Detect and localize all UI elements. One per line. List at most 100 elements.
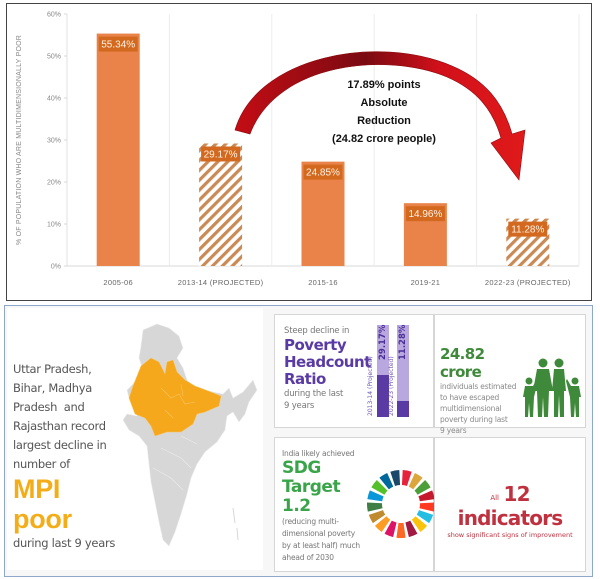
x-tick-label: 2013-14 (PROJECTED) <box>178 278 264 287</box>
sdg-wheel-segment <box>367 490 384 502</box>
crore-desc-line: to have escaped <box>440 393 500 402</box>
bar-group: 11.28% <box>506 218 550 266</box>
sdg-target-card: India likely achieved SDG Target 1.2 (re… <box>274 437 436 572</box>
data-label: 24.85% <box>306 168 340 179</box>
indicators-subtitle: show significant signs of improvement <box>447 531 573 539</box>
sdg-wheel-segment <box>390 470 401 486</box>
mini-bar-value: 11.28% <box>398 324 408 360</box>
headcount-title-line: Headcount <box>284 353 371 371</box>
sdg-intro: India likely achieved <box>282 449 355 458</box>
data-label-box <box>303 164 343 180</box>
map-caption-line: Uttar Pradesh, <box>13 362 92 376</box>
headcount-tail: 9 years <box>284 401 315 411</box>
sdg-wheel-segment <box>405 520 418 538</box>
sdg-desc-line: by at least half) much <box>282 541 360 550</box>
sdg-wheel-segment <box>408 472 423 490</box>
sdg-wheel-segment <box>366 502 383 512</box>
sdg-wheel-segment <box>396 522 406 538</box>
mini-bar-label: 2013-14 (Projected) <box>367 356 374 416</box>
family-icon <box>523 358 581 417</box>
state-map-panel: Uttar Pradesh, Bihar, Madhya Pradesh and… <box>7 308 263 570</box>
x-tick-label: 2005-06 <box>103 278 133 287</box>
data-label: 29.17% <box>204 149 238 160</box>
y-tick-label: 20% <box>47 180 61 187</box>
sdg-wheel-segment <box>418 490 435 502</box>
y-tick-label: 40% <box>47 96 61 103</box>
annotation-line-1: 17.89% points <box>347 79 420 91</box>
crore-desc-line: multidimensional <box>440 404 502 413</box>
sdg-wheel-segment <box>401 470 412 486</box>
india-map-icon <box>122 323 258 547</box>
sdg-wheel-segment <box>371 480 388 495</box>
sdg-desc-line: (reducing multi- <box>282 517 339 526</box>
mpi-bar-chart: 0% 10% 20% 30% 40% 50% 60% % OF POPULATION WHO… <box>6 3 592 301</box>
map-caption-line: Bihar, Madhya <box>13 381 92 395</box>
mini-bar-fill <box>377 374 389 417</box>
crore-desc-line: poverty during last <box>440 415 508 424</box>
data-label: 14.96% <box>408 209 442 220</box>
bar-group: 55.34% <box>96 33 140 267</box>
sdg-title-line: Target 1.2 <box>282 477 341 516</box>
bar <box>96 33 140 267</box>
mini-bar-2022-23 <box>397 325 409 417</box>
mini-bar-label: 2022-23 (Projected) <box>388 356 395 416</box>
mini-bar-value: 29.17% <box>378 324 388 360</box>
bar-group: 14.96% <box>403 203 447 266</box>
map-caption: Uttar Pradesh, Bihar, Madhya Pradesh and… <box>13 360 125 553</box>
india-outline <box>122 323 258 547</box>
y-axis-title: % OF POPULATION WHO ARE MULTIDIMENSIONAL… <box>16 35 23 245</box>
mini-bar-fill <box>397 400 409 417</box>
chart-canvas: 0% 10% 20% 30% 40% 50% 60% % OF POPULATION WHO… <box>16 12 580 287</box>
bar <box>199 143 243 266</box>
y-tick-label: 60% <box>47 12 61 19</box>
map-caption-line: Rajasthan record <box>13 419 106 433</box>
sdg-wheel-segment <box>411 516 428 532</box>
data-label-box <box>201 146 241 162</box>
headcount-tail: during the last <box>284 389 344 399</box>
crore-desc-line: individuals estimated <box>440 382 517 391</box>
annotation-line-4: (24.82 crore people) <box>332 133 436 145</box>
crore-desc-line: 9 years <box>440 426 467 435</box>
sdg-wheel-icon <box>366 470 436 538</box>
sdg-wheel-segment <box>416 510 434 524</box>
sdg-desc-line: dimensional poverty <box>282 529 355 538</box>
highlighted-states <box>128 357 222 437</box>
map-caption-tail: during last 9 years <box>13 536 116 550</box>
headcount-intro: Steep decline in <box>284 326 350 336</box>
data-label-box <box>508 221 548 237</box>
bar-group: 24.85% <box>301 161 345 266</box>
escaped-poverty-card: 24.82 crore individuals estimated to hav… <box>434 314 586 435</box>
mini-bar-2013-14 <box>377 325 389 417</box>
headcount-title-line: Poverty <box>284 336 347 354</box>
data-label: 11.28% <box>511 225 544 236</box>
data-label: 55.34% <box>101 40 135 51</box>
sdg-wheel-segment <box>374 516 391 532</box>
indicators-prefix: All <box>490 494 499 502</box>
data-label-box <box>405 206 445 222</box>
y-axis-ticks: 0% 10% 20% 30% 40% 50% 60% <box>47 12 67 271</box>
map-caption-line: Pradesh and <box>13 400 85 414</box>
headcount-title-line: Ratio <box>284 370 326 388</box>
x-axis-ticks: 2005-06 2013-14 (PROJECTED) 2015-16 2019-21… <box>103 278 570 287</box>
headcount-ratio-card: Steep decline in Poverty Headcount Ratio… <box>274 314 434 428</box>
x-tick-label: 2019-21 <box>411 278 441 287</box>
y-tick-label: 0% <box>51 264 61 271</box>
sdg-wheel-segment <box>379 472 394 490</box>
sdg-wheel-segment <box>414 480 431 495</box>
sdg-wheel-segment <box>368 510 386 524</box>
map-caption-line: largest decline in <box>13 438 107 452</box>
y-tick-label: 10% <box>47 222 61 229</box>
reduction-arrow <box>234 51 526 181</box>
indicators-card: All 12 indicators show significant signs… <box>434 437 586 572</box>
mpi-poor-highlight: MPI poor <box>13 474 72 534</box>
data-label-box <box>98 36 138 52</box>
x-tick-label: 2015-16 <box>308 278 338 287</box>
map-caption-line: number of <box>13 457 70 471</box>
annotation-line-3: Reduction <box>357 115 411 127</box>
bars: 55.34% 29.17% 24.85% 14.96% 11.28% <box>96 33 550 267</box>
x-tick-label: 2022-23 (PROJECTED) <box>485 278 571 287</box>
y-tick-label: 50% <box>47 54 61 61</box>
sdg-wheel-segment <box>384 520 397 538</box>
reduction-annotation: 17.89% points Absolute Reduction (24.82 … <box>332 79 436 145</box>
indicators-title: 12 indicators <box>457 482 563 530</box>
